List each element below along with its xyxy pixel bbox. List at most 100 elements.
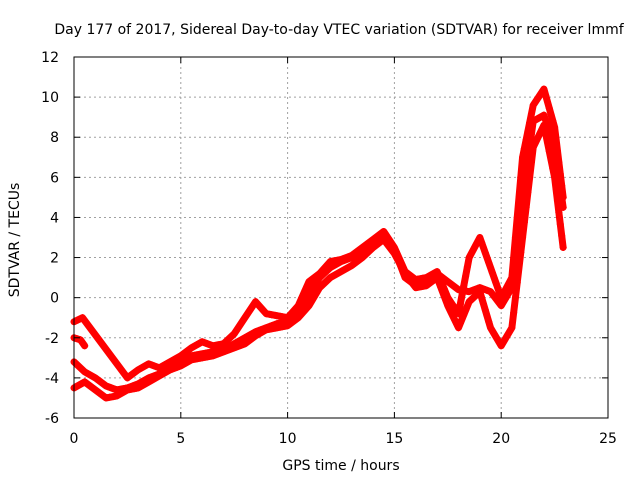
plus-marker (511, 234, 519, 241)
data-points (70, 85, 567, 402)
plus-marker (542, 91, 550, 99)
series-satellite-track-d (70, 334, 89, 350)
plus-marker (552, 135, 560, 143)
plus-marker (296, 298, 304, 306)
plus-marker (547, 110, 555, 118)
y-tick-label: 8 (50, 130, 59, 146)
plus-marker (535, 132, 543, 140)
series-satellite-track-c (70, 85, 567, 382)
plus-marker (300, 290, 308, 298)
x-tick-label: 0 (70, 431, 79, 447)
plus-marker (438, 281, 446, 289)
plus-marker (492, 279, 500, 287)
data-point-marker (81, 342, 89, 350)
plus-marker (394, 252, 402, 260)
y-tick-label: 12 (41, 50, 59, 66)
plus-marker (77, 314, 85, 322)
data-point-marker (487, 264, 495, 272)
plus-marker (536, 129, 544, 137)
y-tick-label: 10 (41, 90, 59, 106)
data-point-marker (519, 234, 527, 241)
data-point-marker (476, 288, 484, 296)
y-tick-label: -2 (45, 331, 59, 347)
plus-marker (80, 341, 88, 349)
data-point-marker (551, 173, 559, 181)
plus-marker (553, 147, 561, 155)
plus-marker (483, 254, 491, 262)
plus-marker (520, 145, 528, 153)
plus-marker (451, 316, 459, 324)
plus-marker (545, 147, 553, 155)
plus-marker (552, 185, 560, 193)
x-tick-label: 15 (385, 431, 403, 447)
plus-marker (490, 274, 498, 282)
plus-marker (440, 285, 448, 293)
plus-marker (449, 313, 457, 321)
plus-marker (515, 193, 523, 201)
plus-marker (86, 324, 94, 332)
plus-marker (511, 294, 519, 302)
plus-marker (558, 232, 566, 240)
plus-marker (524, 188, 532, 196)
plus-marker (479, 300, 487, 308)
plus-marker (437, 276, 445, 284)
plus-marker (522, 136, 530, 144)
plus-marker (545, 104, 553, 112)
plus-marker (555, 208, 563, 216)
plus-marker (527, 110, 535, 118)
plus-marker (515, 264, 523, 272)
plus-marker (549, 165, 557, 173)
plus-marker (522, 203, 530, 211)
plus-marker (533, 136, 541, 144)
plus-marker (481, 249, 489, 257)
plus-marker (453, 320, 461, 328)
plus-marker (547, 156, 555, 164)
y-axis-label: SDTVAR / TECUs (7, 183, 23, 298)
y-tick-label: 2 (50, 251, 59, 267)
plus-marker (458, 315, 466, 323)
series-satellite-track-a (70, 111, 567, 394)
plus-marker (101, 344, 109, 352)
plus-marker (447, 309, 455, 317)
plus-marker (462, 272, 470, 280)
data-point-marker (529, 143, 537, 151)
data-point-marker (559, 193, 567, 201)
y-tick-label: -4 (45, 371, 59, 387)
data-point-marker (519, 153, 527, 161)
plus-marker (510, 309, 518, 317)
plus-marker (463, 302, 471, 310)
plus-marker (517, 249, 525, 257)
plus-marker (456, 300, 464, 308)
series-trace (70, 85, 567, 382)
data-point-marker (540, 121, 548, 129)
plus-marker (488, 269, 496, 277)
plus-marker (479, 244, 487, 252)
plus-marker (478, 294, 486, 302)
data-point-marker (390, 244, 398, 252)
plus-marker (542, 130, 550, 138)
plus-marker (531, 140, 539, 148)
data-point-marker (433, 268, 441, 276)
x-axis-label: GPS time / hours (282, 458, 399, 474)
plus-marker (93, 334, 101, 342)
plus-marker (556, 170, 564, 178)
plus-marker (108, 354, 116, 362)
data-point-marker (294, 302, 302, 310)
plus-marker (458, 291, 466, 299)
data-point-marker (454, 310, 462, 318)
plus-marker (524, 127, 532, 135)
data-point-marker (540, 111, 548, 119)
plus-marker (399, 264, 407, 272)
x-tick-label: 25 (599, 431, 617, 447)
plus-marker (543, 98, 551, 106)
plus-marker (527, 158, 535, 166)
plus-marker (478, 239, 486, 247)
data-point-marker (559, 244, 567, 252)
data-point-marker (454, 324, 462, 332)
plus-marker (396, 256, 404, 264)
plus-marker (462, 306, 470, 314)
plus-marker (526, 119, 534, 127)
data-point-marker (476, 234, 484, 241)
series-trace (70, 111, 567, 394)
data-point-marker (551, 123, 559, 131)
